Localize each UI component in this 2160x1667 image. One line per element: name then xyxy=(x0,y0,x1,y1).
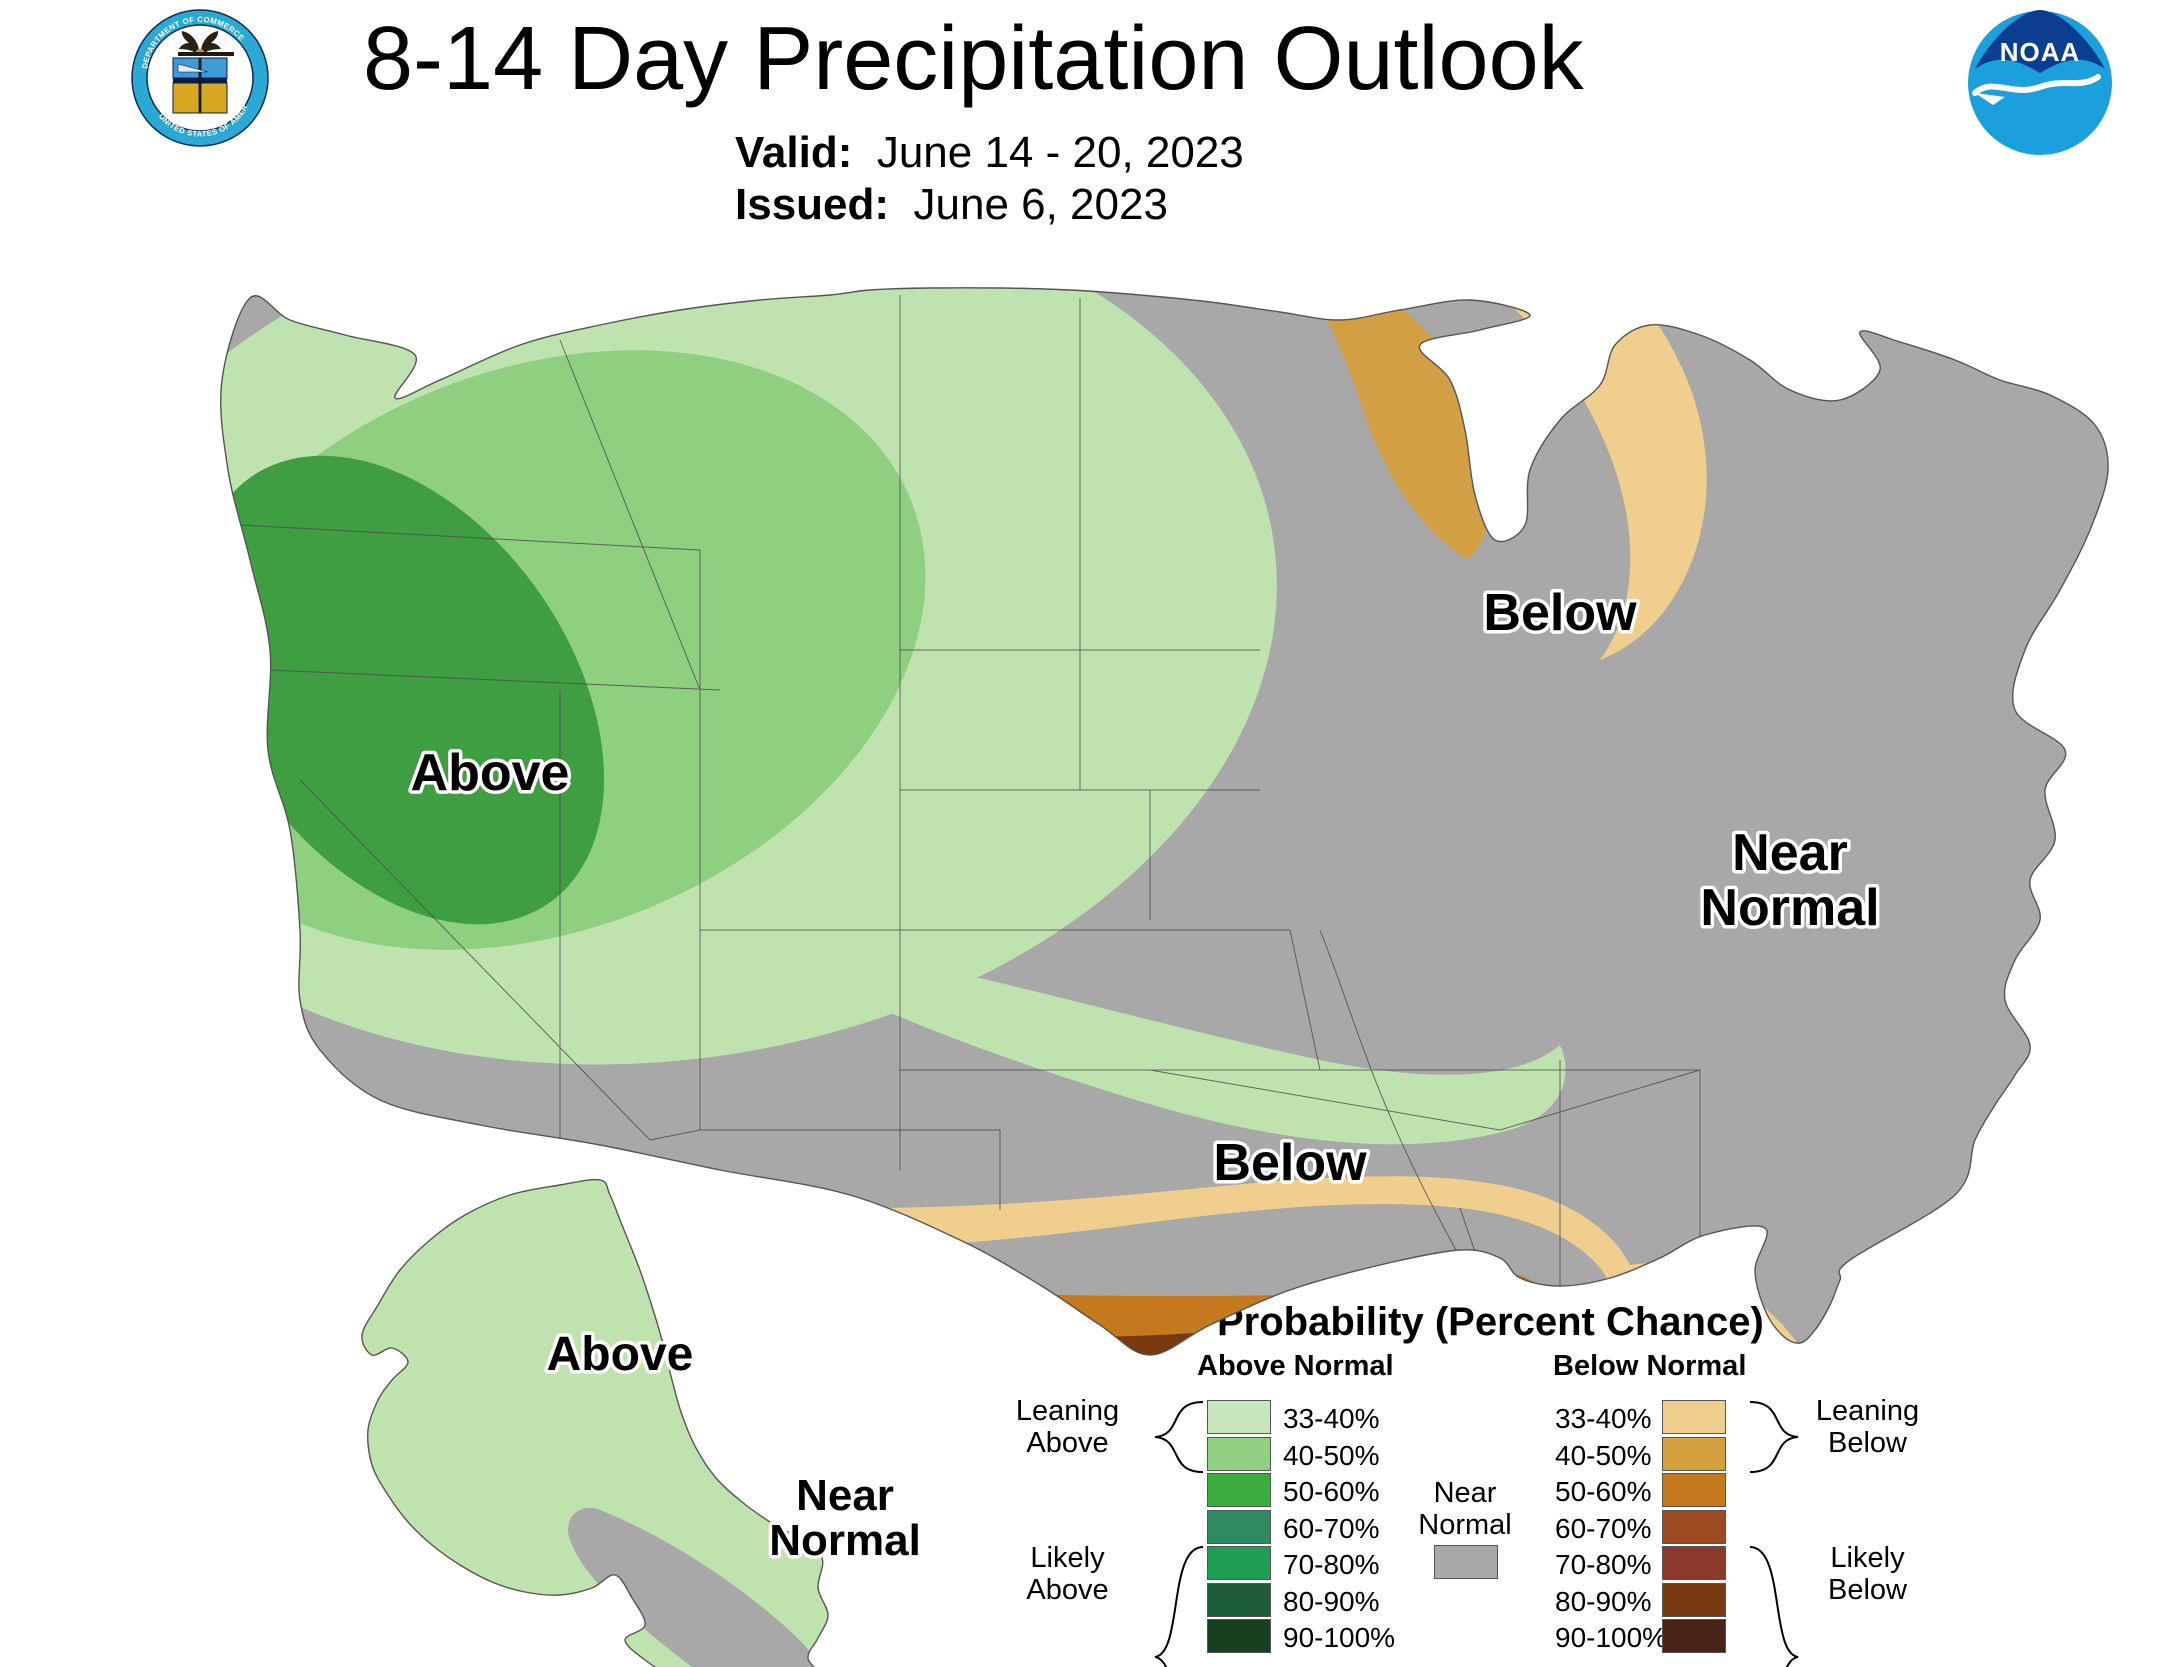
svg-text:Below: Below xyxy=(1213,1134,1367,1192)
svg-text:Near: Near xyxy=(1732,824,1848,882)
svg-text:Normal: Normal xyxy=(1700,879,1879,937)
svg-text:Below: Below xyxy=(1483,584,1637,642)
svg-text:Near: Near xyxy=(796,1471,894,1520)
svg-text:Above: Above xyxy=(547,1328,694,1381)
svg-text:Normal: Normal xyxy=(769,1516,921,1565)
svg-text:Above: Above xyxy=(411,744,570,802)
